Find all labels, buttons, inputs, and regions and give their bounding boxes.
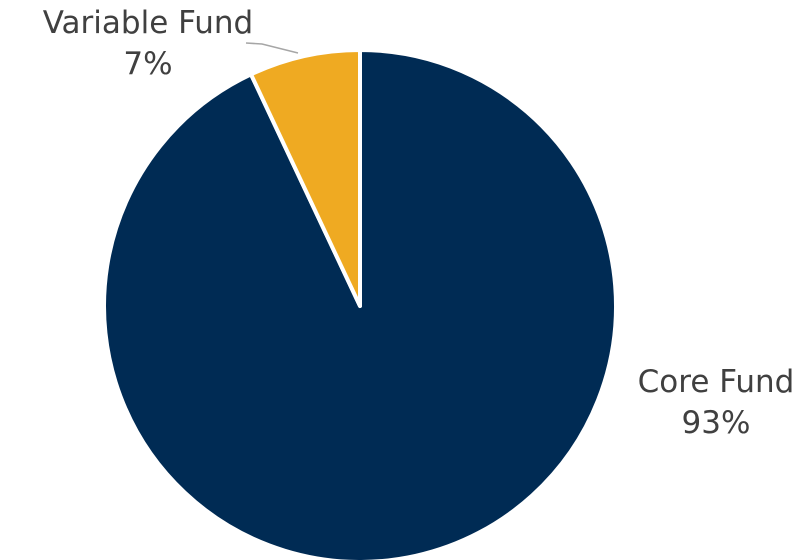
- slice-label-category-1: Variable Fund: [43, 5, 253, 41]
- slice-labels: Core Fund 93% Variable Fund 7%: [43, 5, 795, 441]
- slice-label-value-0: 93%: [682, 405, 751, 441]
- pie-slice-core-fund: [102, 48, 618, 560]
- slice-label-category-0: Core Fund: [638, 364, 795, 400]
- slice-label-value-1: 7%: [123, 46, 172, 82]
- pie-slices: [102, 48, 618, 560]
- leader-lines: [245, 42, 299, 54]
- leader-line-variable-fund: [245, 42, 299, 54]
- pie-slice-variable-fund: [249, 48, 362, 308]
